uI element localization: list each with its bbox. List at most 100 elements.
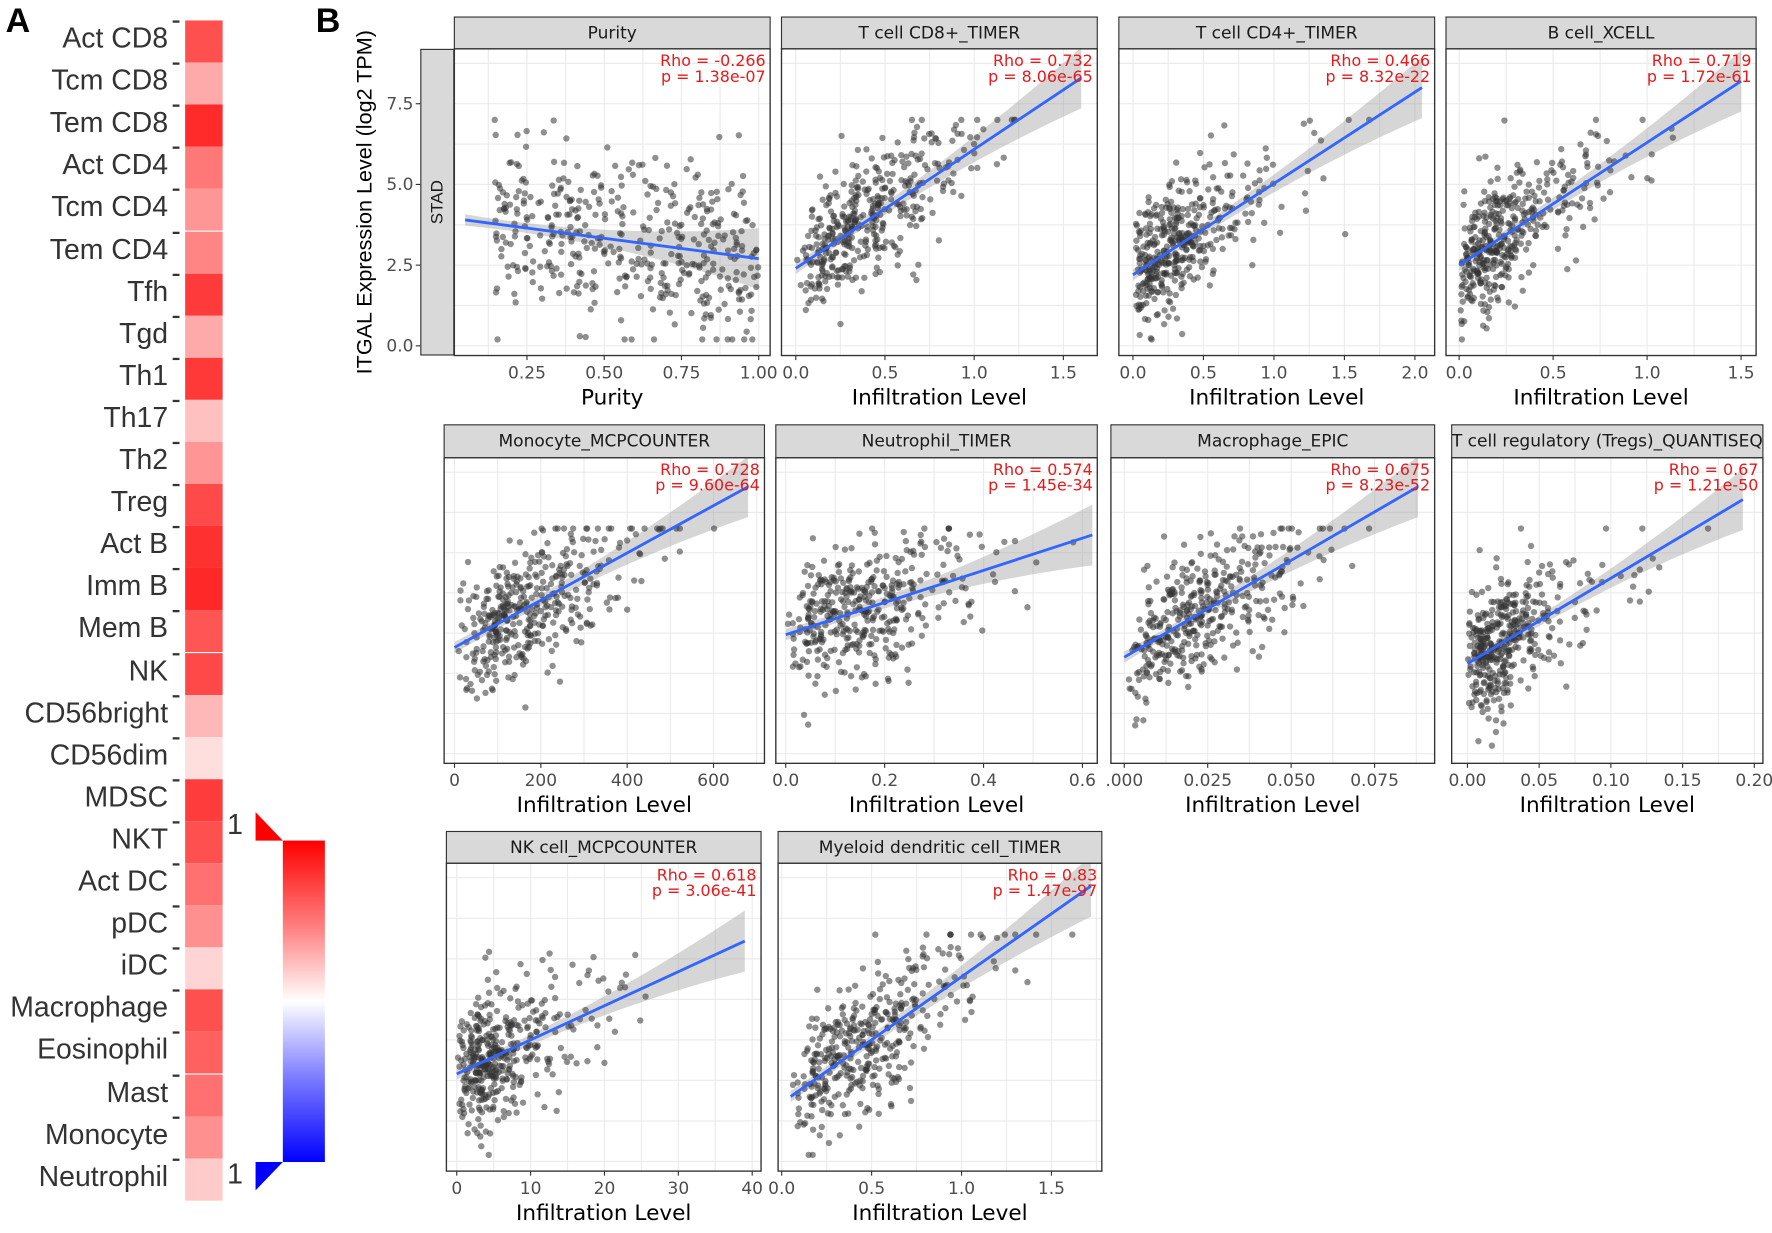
data-point [811,285,819,292]
data-point [1525,269,1533,276]
data-point [1592,131,1600,138]
data-point [616,245,623,253]
data-point [1226,623,1234,630]
data-point [1563,683,1570,690]
data-point [468,687,476,694]
heatmap-cell [185,273,223,316]
data-point [608,187,615,195]
data-point [935,237,943,244]
data-point [924,166,931,173]
data-point [1257,582,1264,589]
data-point [532,1071,540,1079]
data-point [629,171,637,178]
data-point [878,227,885,234]
data-point [724,275,732,282]
data-point [974,164,981,172]
data-point [633,273,640,280]
data-point [483,1032,490,1039]
data-point [480,658,487,665]
data-point [878,627,885,634]
data-point [854,1058,862,1066]
data-point [569,525,577,532]
data-point [813,1050,820,1057]
data-point [1526,583,1533,590]
data-point [467,1039,475,1046]
data-point [879,219,887,227]
data-point [473,695,481,702]
data-point [617,317,625,324]
data-point [472,649,480,656]
data-point [1288,525,1296,532]
data-point [910,134,918,141]
data-point [548,647,555,655]
data-point [527,193,534,201]
data-point [1160,320,1168,328]
data-point [990,958,997,965]
data-point [463,1021,470,1028]
data-point [738,227,745,235]
data-point [1557,660,1565,667]
data-point [1519,610,1526,617]
data-point [1474,612,1482,619]
data-point [882,238,890,245]
data-point [1180,603,1187,611]
data-point [554,525,561,532]
data-point [553,593,560,601]
data-point [492,655,499,663]
data-point [814,656,822,663]
data-point [819,606,827,613]
data-point [1184,211,1191,219]
data-point [494,194,502,202]
data-point [854,247,862,255]
heatmap-tick [172,104,180,107]
data-point [1511,217,1519,224]
data-point [1197,550,1204,557]
x-tick-label: 0.075 [1350,771,1399,791]
panel-title: T cell CD8+_TIMER [858,24,1021,44]
data-point [644,260,651,267]
x-tick-label: 1.5 [1728,363,1755,383]
data-point [739,172,747,180]
data-point [1578,195,1586,202]
data-point [784,620,792,628]
data-point [1477,227,1484,235]
data-point [1512,608,1520,615]
data-point [1510,661,1518,668]
data-point [1149,623,1157,631]
heatmap-row-label: Mem B [78,612,169,645]
data-point [547,966,554,974]
data-point [464,605,472,613]
data-point [1174,652,1181,659]
data-point [534,1091,541,1098]
heatmap-cell [185,1116,223,1159]
data-point [1186,273,1194,280]
data-point [528,594,535,601]
data-point [1311,129,1318,137]
data-point [623,273,630,280]
data-point [495,181,503,189]
data-point [591,245,599,252]
data-point [471,1014,478,1022]
data-point [973,134,981,141]
data-point [1024,978,1031,986]
data-point [1160,533,1168,540]
data-point [1167,590,1175,598]
data-point [1535,569,1543,576]
data-point [905,182,913,189]
data-point [1143,699,1150,706]
heatmap-cell [185,736,223,779]
p-value-annotation: p = 8.32e-22 [1325,67,1430,86]
data-point [645,226,652,234]
data-point [863,190,870,198]
data-point [822,183,829,190]
data-point [879,134,886,142]
data-point [1467,273,1475,281]
data-point [1524,558,1531,566]
data-point [683,165,690,173]
data-point [637,292,645,300]
x-tick-label: 20 [594,1179,616,1199]
data-point [1187,577,1194,584]
data-point [493,1007,501,1015]
